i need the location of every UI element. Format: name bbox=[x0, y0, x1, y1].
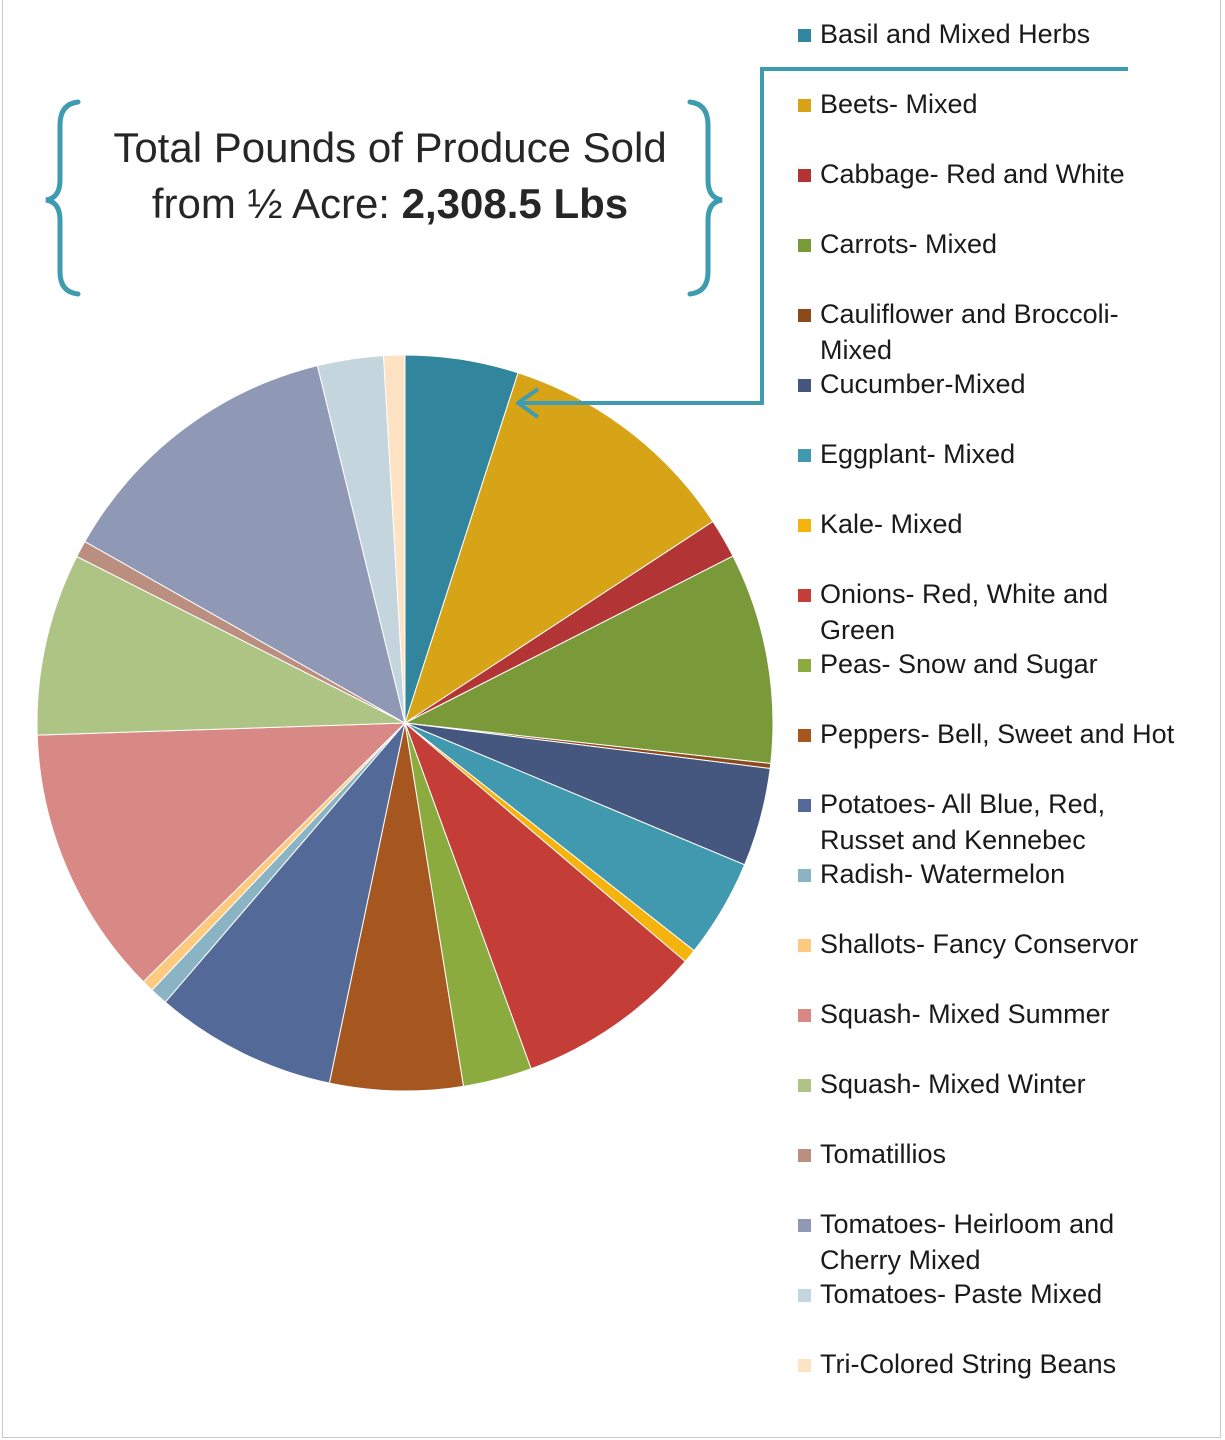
legend-swatch bbox=[798, 99, 811, 112]
legend-swatch bbox=[798, 379, 811, 392]
pie-slice bbox=[36, 722, 407, 983]
legend-label: Tri-Colored String Beans bbox=[820, 1346, 1215, 1382]
title-prefix: from ½ Acre: bbox=[151, 180, 402, 227]
legend-label-line: Peas- Snow and Sugar bbox=[820, 649, 1098, 679]
legend-swatch bbox=[798, 1149, 811, 1162]
legend-swatch bbox=[798, 309, 811, 322]
legend-swatch bbox=[798, 869, 811, 882]
legend-swatch bbox=[798, 799, 811, 812]
legend-label: Radish- Watermelon bbox=[820, 856, 1215, 892]
legend-label: Basil and Mixed Herbs bbox=[820, 16, 1215, 52]
pie-slice bbox=[164, 722, 406, 1084]
legend-swatch bbox=[798, 239, 811, 252]
pie-chart bbox=[36, 354, 774, 1092]
legend-label-line: Onions- Red, White and bbox=[820, 579, 1109, 609]
legend-label-line: Peppers- Bell, Sweet and Hot bbox=[820, 719, 1175, 749]
legend-label-line: Eggplant- Mixed bbox=[820, 439, 1016, 469]
legend-label-line: Cucumber-Mixed bbox=[820, 369, 1026, 399]
callout-arrowhead bbox=[516, 387, 540, 419]
legend-label: Carrots- Mixed bbox=[820, 226, 1215, 262]
legend-label-line: Cabbage- Red and White bbox=[820, 159, 1125, 189]
legend-label: Cucumber-Mixed bbox=[820, 366, 1215, 402]
legend-swatch bbox=[798, 29, 811, 42]
pie-slice bbox=[36, 555, 406, 736]
pie-slice bbox=[403, 721, 686, 1070]
legend-swatch bbox=[798, 589, 811, 602]
legend-label-line: Potatoes- All Blue, Red, bbox=[820, 789, 1106, 819]
legend-label: Kale- Mixed bbox=[820, 506, 1215, 542]
legend-label-line: Cauliflower and Broccoli- bbox=[820, 299, 1119, 329]
legend-swatch bbox=[798, 449, 811, 462]
legend-label: Cabbage- Red and White bbox=[820, 156, 1215, 192]
legend-swatch bbox=[798, 939, 811, 952]
chart-title: Total Pounds of Produce Sold from ½ Acre… bbox=[70, 120, 710, 232]
legend-label: Potatoes- All Blue, Red, Russet and Kenne… bbox=[820, 786, 1215, 858]
legend-swatch bbox=[798, 1219, 811, 1232]
pie-slice bbox=[328, 722, 465, 1092]
legend-label: Cauliflower and Broccoli- Mixed bbox=[820, 296, 1215, 368]
legend-label-line: Tomatoes- Heirloom and bbox=[820, 1209, 1115, 1239]
legend-label: Tomatillios bbox=[820, 1136, 1215, 1172]
title-line-1: Total Pounds of Produce Sold bbox=[113, 124, 667, 171]
legend-label-line: Beets- Mixed bbox=[820, 89, 978, 119]
legend-label-line: Squash- Mixed Summer bbox=[820, 999, 1110, 1029]
pie-slice bbox=[382, 354, 406, 724]
legend-label-line: Green bbox=[820, 615, 896, 645]
legend-swatch bbox=[798, 169, 811, 182]
legend-swatch bbox=[798, 1079, 811, 1092]
legend-label-line: Carrots- Mixed bbox=[820, 229, 998, 259]
legend-label-line: Russet and Kennebec bbox=[820, 825, 1086, 855]
title-total: 2,308.5 Lbs bbox=[401, 180, 629, 227]
legend-label-line: Tomatoes- Paste Mixed bbox=[820, 1279, 1103, 1309]
legend-label: Squash- Mixed Summer bbox=[820, 996, 1215, 1032]
legend-swatch bbox=[798, 1359, 811, 1372]
pie-slice bbox=[404, 372, 714, 725]
legend-swatch bbox=[798, 659, 811, 672]
legend-label-line: Tomatillios bbox=[820, 1139, 947, 1169]
legend-label: Squash- Mixed Winter bbox=[820, 1066, 1215, 1102]
right-brace bbox=[687, 99, 723, 297]
callout-line bbox=[520, 67, 1128, 405]
legend-label: Eggplant- Mixed bbox=[820, 436, 1215, 472]
legend-swatch bbox=[798, 729, 811, 742]
legend-label-line: Cherry Mixed bbox=[820, 1245, 981, 1275]
legend-label: Tomatoes- Heirloom and Cherry Mixed bbox=[820, 1206, 1215, 1278]
left-brace bbox=[45, 99, 81, 297]
legend-label: Shallots- Fancy Conservor bbox=[820, 926, 1215, 962]
legend-label: Peas- Snow and Sugar bbox=[820, 646, 1215, 682]
callout-arrow bbox=[516, 67, 1128, 419]
legend-label: Beets- Mixed bbox=[820, 86, 1215, 122]
legend-label-line: Radish- Watermelon bbox=[820, 859, 1066, 889]
title-brace-decoration bbox=[45, 99, 723, 297]
legend-swatch bbox=[798, 1289, 811, 1302]
legend-label: Peppers- Bell, Sweet and Hot bbox=[820, 716, 1215, 752]
legend-label: Tomatoes- Paste Mixed bbox=[820, 1276, 1215, 1312]
legend-label-line: Shallots- Fancy Conservor bbox=[820, 929, 1139, 959]
pie-slice bbox=[403, 555, 774, 765]
title-line-2: from ½ Acre: 2,308.5 Lbs bbox=[70, 176, 710, 232]
pie-slice bbox=[84, 364, 406, 725]
legend-swatch bbox=[798, 519, 811, 532]
legend-label-line: Tri-Colored String Beans bbox=[820, 1349, 1117, 1379]
legend-label-line: Kale- Mixed bbox=[820, 509, 963, 539]
legend-label-line: Mixed bbox=[820, 335, 893, 365]
legend-label: Onions- Red, White and Green bbox=[820, 576, 1215, 648]
legend-label-line: Basil and Mixed Herbs bbox=[820, 19, 1091, 49]
legend-swatch bbox=[798, 1009, 811, 1022]
legend-label-line: Squash- Mixed Winter bbox=[820, 1069, 1086, 1099]
